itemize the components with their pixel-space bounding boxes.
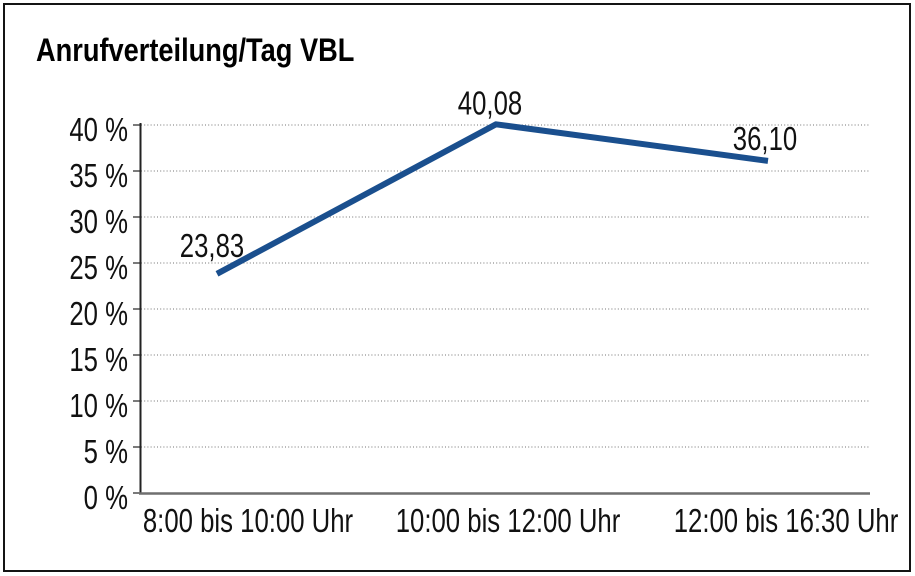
data-point-label: 40,08 xyxy=(458,85,522,122)
data-point-label: 36,10 xyxy=(733,121,797,158)
y-tick-label: 30 % xyxy=(69,204,128,241)
x-axis-label: 12:00 bis 16:30 Uhr xyxy=(674,503,899,540)
x-axis-label: 10:00 bis 12:00 Uhr xyxy=(396,503,621,540)
chart-frame xyxy=(3,3,911,572)
y-tick-label: 10 % xyxy=(69,388,128,425)
y-tick-label: 25 % xyxy=(69,250,128,287)
data-line xyxy=(215,121,769,277)
y-tick-label: 5 % xyxy=(84,434,128,471)
x-axis-label: 8:00 bis 10:00 Uhr xyxy=(143,503,353,540)
y-tick-label: 0 % xyxy=(84,480,128,517)
y-tick-label: 15 % xyxy=(69,342,128,379)
y-tick-label: 20 % xyxy=(69,296,128,333)
data-point-label: 23,83 xyxy=(180,228,244,265)
y-tick-label: 35 % xyxy=(69,158,128,195)
chart-title: Anrufverteilung/Tag VBL xyxy=(36,32,355,68)
y-tick-label: 40 % xyxy=(69,112,128,149)
